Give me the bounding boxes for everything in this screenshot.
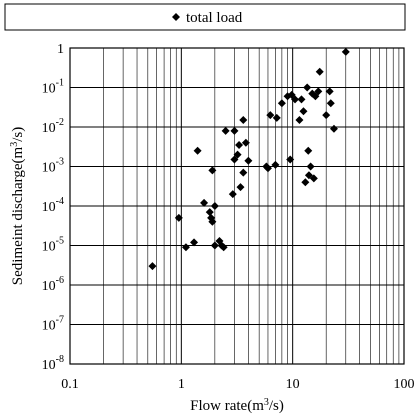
legend-marker-diamond-icon	[172, 13, 180, 21]
x-axis-tick-labels: 0.1 1 10 100	[61, 377, 414, 392]
plot-area	[69, 47, 405, 365]
data-point	[325, 87, 334, 96]
data-point	[263, 164, 272, 173]
x-axis-label-base: Flow rate(m	[190, 398, 264, 414]
data-point	[221, 126, 230, 135]
data-point	[306, 162, 315, 171]
data-point	[148, 262, 157, 271]
data-point	[315, 67, 324, 76]
data-point	[174, 213, 183, 222]
grid-major	[69, 47, 405, 365]
data-point	[219, 243, 228, 252]
data-point	[309, 174, 318, 183]
data-point	[230, 155, 239, 164]
data-point	[266, 111, 275, 120]
legend: total load	[4, 3, 406, 31]
x-tick-label: 100	[394, 377, 414, 392]
y-axis-label-base: Sedimeint discharge(m	[10, 146, 26, 285]
data-point	[228, 190, 237, 199]
data-point	[322, 111, 331, 120]
data-point	[304, 171, 313, 180]
data-point	[239, 116, 248, 125]
y-axis-label-sup: 3	[9, 142, 20, 147]
data-point	[193, 146, 202, 155]
data-point	[210, 241, 219, 250]
x-tick-label: 10	[286, 377, 300, 392]
data-point	[291, 95, 300, 104]
data-point	[303, 83, 312, 92]
data-point	[235, 141, 244, 150]
y-tick-label: 1	[57, 42, 64, 57]
data-point	[241, 138, 250, 147]
data-point	[200, 198, 209, 207]
data-point	[208, 166, 217, 175]
y-tick-label: 10-3	[42, 157, 64, 176]
y-tick-label: 10-5	[42, 236, 64, 255]
y-axis-label-tail: /s)	[10, 127, 26, 142]
data-point	[314, 87, 323, 96]
data-point	[286, 155, 295, 164]
x-tick-label: 0.1	[61, 377, 79, 392]
data-point	[233, 150, 242, 159]
data-point	[277, 99, 286, 108]
y-tick-label: 10-2	[42, 117, 64, 136]
data-point	[236, 183, 245, 192]
data-point	[297, 95, 306, 104]
y-tick-label: 10-7	[42, 315, 64, 334]
data-point	[304, 146, 313, 155]
y-axis-label: Sedimeint discharge(m3/s)	[9, 127, 27, 285]
data-point	[326, 99, 335, 108]
x-tick-label: 1	[178, 377, 185, 392]
data-point	[210, 202, 219, 210]
y-tick-label: 10-8	[42, 354, 64, 373]
data-point	[299, 107, 308, 116]
data-point	[239, 168, 248, 177]
x-axis-label: Flow rate(m3/s)	[190, 397, 284, 415]
data-point	[208, 217, 217, 226]
data-points	[148, 47, 350, 271]
data-point	[205, 208, 214, 217]
data-point	[295, 116, 304, 125]
data-point	[329, 124, 338, 133]
data-point	[341, 47, 350, 56]
data-point	[271, 160, 280, 169]
y-tick-label: 10-4	[42, 196, 64, 215]
x-axis-label-tail: /s)	[269, 398, 284, 414]
data-point	[181, 243, 190, 252]
y-axis-tick-labels: 1 10-1 10-2 10-3 10-4 10-5 10-6 10-7 10-8	[42, 42, 64, 373]
data-point	[272, 113, 281, 122]
legend-entry-total-load: total load	[186, 10, 243, 26]
data-point	[190, 238, 199, 247]
data-point	[244, 156, 253, 165]
legend-box	[4, 3, 406, 31]
x-axis-label-sup: 3	[264, 397, 269, 408]
y-tick-label: 10-1	[42, 78, 64, 97]
data-point	[301, 178, 310, 187]
y-tick-label: 10-6	[42, 275, 64, 294]
data-point	[230, 126, 239, 135]
